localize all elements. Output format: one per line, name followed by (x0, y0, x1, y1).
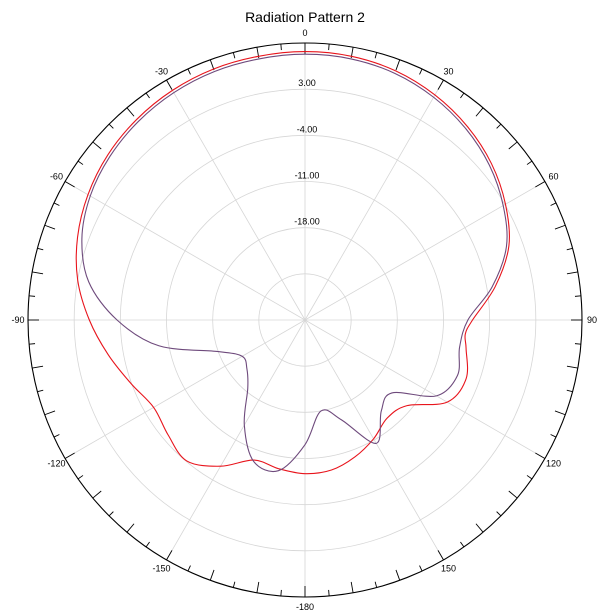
major-tick (350, 581, 354, 593)
minor-tick (187, 68, 191, 75)
major-tick (554, 410, 566, 416)
angle-tick-label: -120 (47, 459, 65, 469)
pattern-series (75, 51, 511, 475)
minor-tick (328, 44, 330, 51)
grid-spoke (304, 319, 546, 459)
polar-grid (27, 42, 583, 598)
major-tick (437, 550, 444, 561)
angular-tick-labels: 0 30 60 90 120 150 -180 -150 -120 -90 -60 -30 (11, 28, 597, 612)
grid-spoke (166, 319, 306, 561)
major-tick (395, 569, 401, 581)
grid-spoke (304, 181, 546, 321)
minor-tick (232, 581, 236, 588)
angle-tick-label: 90 (587, 315, 597, 325)
major-tick (92, 141, 102, 150)
angle-tick-label: -60 (50, 172, 63, 182)
grid-spoke (64, 319, 306, 459)
angle-tick-label: -180 (296, 602, 314, 612)
minor-tick (108, 511, 114, 517)
radial-tick-labels: 3.00 -4.00 -11.00 -18.00 (294, 78, 320, 227)
minor-tick (419, 68, 423, 75)
major-tick (554, 224, 566, 230)
minor-tick (550, 202, 557, 206)
major-tick (32, 365, 44, 369)
major-tick (64, 181, 75, 188)
minor-tick (187, 565, 191, 572)
minor-tick (526, 160, 533, 165)
major-tick (209, 569, 215, 581)
angle-tick-label: 150 (441, 564, 456, 574)
minor-tick (566, 389, 573, 393)
major-tick (44, 410, 56, 416)
major-tick (535, 181, 546, 188)
major-tick (566, 271, 578, 275)
angle-tick-label: -90 (11, 315, 24, 325)
minor-tick (77, 160, 84, 165)
minor-tick (108, 123, 114, 129)
angle-tick-label: -150 (152, 564, 170, 574)
minor-tick (460, 541, 465, 548)
major-tick (256, 581, 260, 593)
minor-tick (419, 565, 423, 572)
minor-tick (328, 589, 330, 596)
radial-tick-label: -4.00 (297, 124, 318, 134)
minor-tick (574, 343, 581, 345)
grid-spoke (304, 319, 444, 561)
grid-spoke (304, 79, 444, 321)
angle-tick-label: -30 (155, 66, 168, 76)
minor-tick (53, 202, 60, 206)
major-tick (395, 59, 401, 71)
minor-tick (145, 541, 150, 548)
major-tick (92, 490, 102, 499)
angle-tick-label: 60 (549, 172, 559, 182)
minor-tick (29, 343, 36, 345)
major-tick (32, 271, 44, 275)
radial-tick-label: 3.00 (298, 78, 316, 88)
grid-spoke (64, 181, 306, 321)
major-tick (437, 79, 444, 90)
major-tick (475, 523, 484, 533)
minor-tick (232, 52, 236, 59)
major-tick (475, 107, 484, 117)
major-tick (209, 59, 215, 71)
major-tick (44, 224, 56, 230)
minor-tick (280, 589, 282, 596)
major-tick (566, 365, 578, 369)
series-line-1 (75, 51, 511, 475)
minor-tick (550, 434, 557, 438)
radial-tick-label: -18.00 (294, 217, 320, 227)
minor-tick (77, 475, 84, 480)
radial-tick-label: -11.00 (295, 171, 320, 181)
series-line-2 (81, 53, 508, 473)
major-tick (126, 523, 135, 533)
major-tick (64, 452, 75, 459)
angle-tick-label: 30 (443, 66, 453, 76)
angle-tick-label: 0 (302, 28, 307, 38)
angle-tick-label: 120 (546, 459, 561, 469)
major-tick (166, 79, 173, 90)
major-tick (535, 452, 546, 459)
grid-spoke (166, 79, 306, 321)
major-tick (126, 107, 135, 117)
minor-tick (37, 247, 44, 251)
minor-tick (496, 511, 502, 517)
minor-tick (574, 295, 581, 297)
minor-tick (496, 123, 502, 129)
minor-tick (460, 92, 465, 99)
major-tick (508, 141, 518, 150)
chart-title: Radiation Pattern 2 (245, 9, 365, 25)
minor-tick (566, 247, 573, 251)
minor-tick (526, 475, 533, 480)
minor-tick (374, 581, 378, 588)
major-tick (166, 550, 173, 561)
minor-tick (53, 434, 60, 438)
major-tick (508, 490, 518, 499)
minor-tick (374, 52, 378, 59)
minor-tick (145, 92, 150, 99)
minor-tick (37, 389, 44, 393)
minor-tick (280, 44, 282, 51)
minor-tick (29, 295, 36, 297)
